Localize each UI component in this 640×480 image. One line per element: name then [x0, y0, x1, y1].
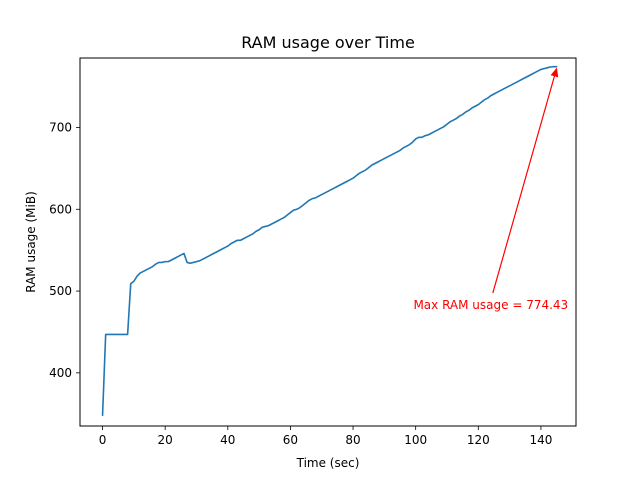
x-axis-ticks: 0 20 40 60 80 100 120 140 [99, 426, 552, 447]
series-line-ram-usage [101, 65, 558, 417]
x-tick-label: 140 [529, 433, 552, 447]
x-axis-label: Time (sec) [296, 456, 360, 470]
y-tick-label: 700 [49, 121, 72, 135]
chart-title: RAM usage over Time [241, 33, 415, 52]
x-tick-label: 40 [220, 433, 235, 447]
x-tick-label: 60 [283, 433, 298, 447]
x-tick-label: 0 [99, 433, 107, 447]
y-tick-label: 600 [49, 202, 72, 216]
y-axis-label: RAM usage (MiB) [24, 191, 38, 293]
x-tick-label: 120 [467, 433, 490, 447]
y-tick-label: 500 [49, 284, 72, 298]
y-tick-label: 400 [49, 366, 72, 380]
plot-area [80, 58, 576, 426]
annotation-label: Max RAM usage = 774.43 [413, 298, 568, 312]
x-tick-label: 100 [404, 433, 427, 447]
x-tick-label: 80 [345, 433, 360, 447]
annotation-arrow [492, 67, 559, 294]
plot-frame [79, 57, 577, 427]
y-axis-ticks: 400 500 600 700 [49, 121, 80, 380]
x-tick-label: 20 [158, 433, 173, 447]
